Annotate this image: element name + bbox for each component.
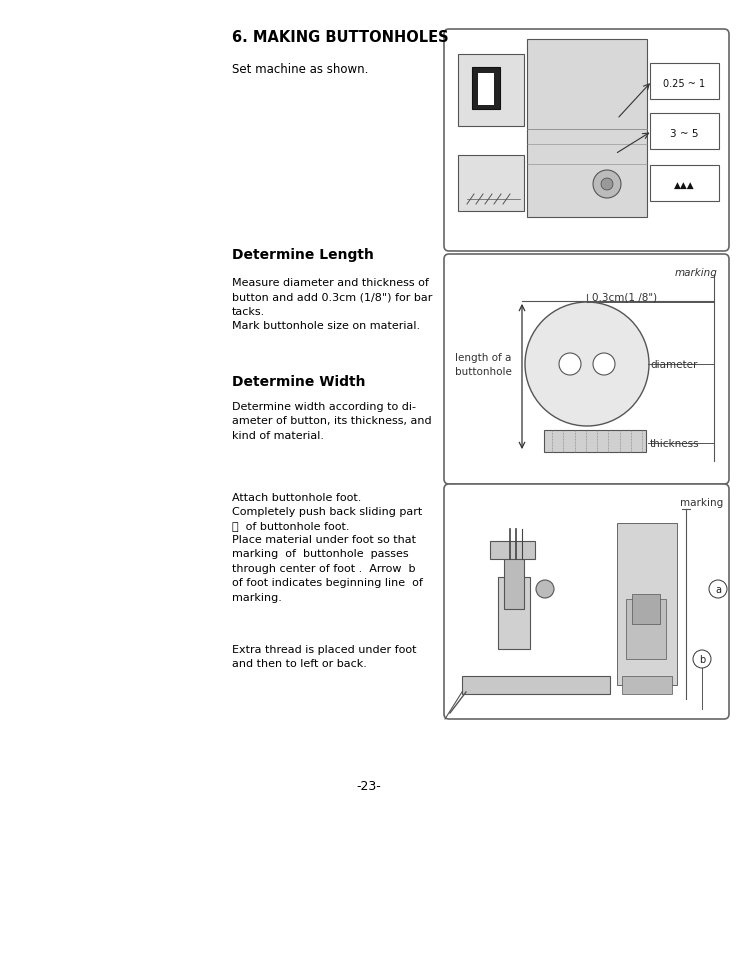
Text: marking: marking xyxy=(675,268,718,277)
Text: a: a xyxy=(715,584,721,595)
Text: 0.25 ~ 1: 0.25 ~ 1 xyxy=(663,79,705,89)
Text: ▲▲▲: ▲▲▲ xyxy=(674,181,694,190)
Text: thickness: thickness xyxy=(650,438,700,449)
Bar xyxy=(504,555,524,609)
FancyBboxPatch shape xyxy=(444,254,729,484)
Bar xyxy=(472,68,500,110)
Text: 6. MAKING BUTTONHOLES: 6. MAKING BUTTONHOLES xyxy=(232,30,449,45)
FancyBboxPatch shape xyxy=(458,55,524,127)
FancyBboxPatch shape xyxy=(650,166,719,202)
FancyBboxPatch shape xyxy=(444,484,729,720)
FancyBboxPatch shape xyxy=(444,30,729,252)
Circle shape xyxy=(709,580,727,598)
Text: -23-: -23- xyxy=(356,780,382,792)
Bar xyxy=(527,40,647,218)
Circle shape xyxy=(601,179,613,191)
Text: ⓐ  of buttonhole foot.: ⓐ of buttonhole foot. xyxy=(232,520,350,531)
Text: Set machine as shown.: Set machine as shown. xyxy=(232,63,368,76)
Text: Completely push back sliding part: Completely push back sliding part xyxy=(232,506,422,517)
Bar xyxy=(490,541,535,559)
Text: Measure diameter and thickness of
button and add 0.3cm (1/8") for bar
tacks.
Mar: Measure diameter and thickness of button… xyxy=(232,277,432,331)
Text: Determine Length: Determine Length xyxy=(232,248,374,262)
Circle shape xyxy=(536,580,554,598)
Circle shape xyxy=(593,171,621,199)
Circle shape xyxy=(559,354,581,375)
Text: Extra thread is placed under foot
and then to left or back.: Extra thread is placed under foot and th… xyxy=(232,644,416,669)
FancyBboxPatch shape xyxy=(650,64,719,100)
Bar xyxy=(462,677,610,695)
Bar xyxy=(626,599,666,659)
Bar xyxy=(632,595,660,624)
Text: Attach buttonhole foot.: Attach buttonhole foot. xyxy=(232,493,362,502)
Bar xyxy=(478,74,494,106)
Text: Determine Width: Determine Width xyxy=(232,375,365,389)
FancyBboxPatch shape xyxy=(458,156,524,212)
Bar xyxy=(622,677,672,695)
Circle shape xyxy=(693,650,711,668)
Text: 3 ~ 5: 3 ~ 5 xyxy=(670,129,698,139)
Bar xyxy=(544,431,646,453)
Text: Determine width according to di-
ameter of button, its thickness, and
kind of ma: Determine width according to di- ameter … xyxy=(232,401,432,440)
Text: length of a
buttonhole: length of a buttonhole xyxy=(455,353,512,376)
Bar xyxy=(498,578,530,649)
Text: marking: marking xyxy=(680,497,723,507)
Circle shape xyxy=(525,303,649,427)
FancyBboxPatch shape xyxy=(650,113,719,150)
Text: 0.3cm(1 /8"): 0.3cm(1 /8") xyxy=(592,293,657,303)
Circle shape xyxy=(593,354,615,375)
Text: diameter: diameter xyxy=(650,359,697,370)
FancyBboxPatch shape xyxy=(617,523,677,685)
Text: b: b xyxy=(699,655,705,664)
Text: Place material under foot so that
marking  of  buttonhole  passes
through center: Place material under foot so that markin… xyxy=(232,535,423,602)
